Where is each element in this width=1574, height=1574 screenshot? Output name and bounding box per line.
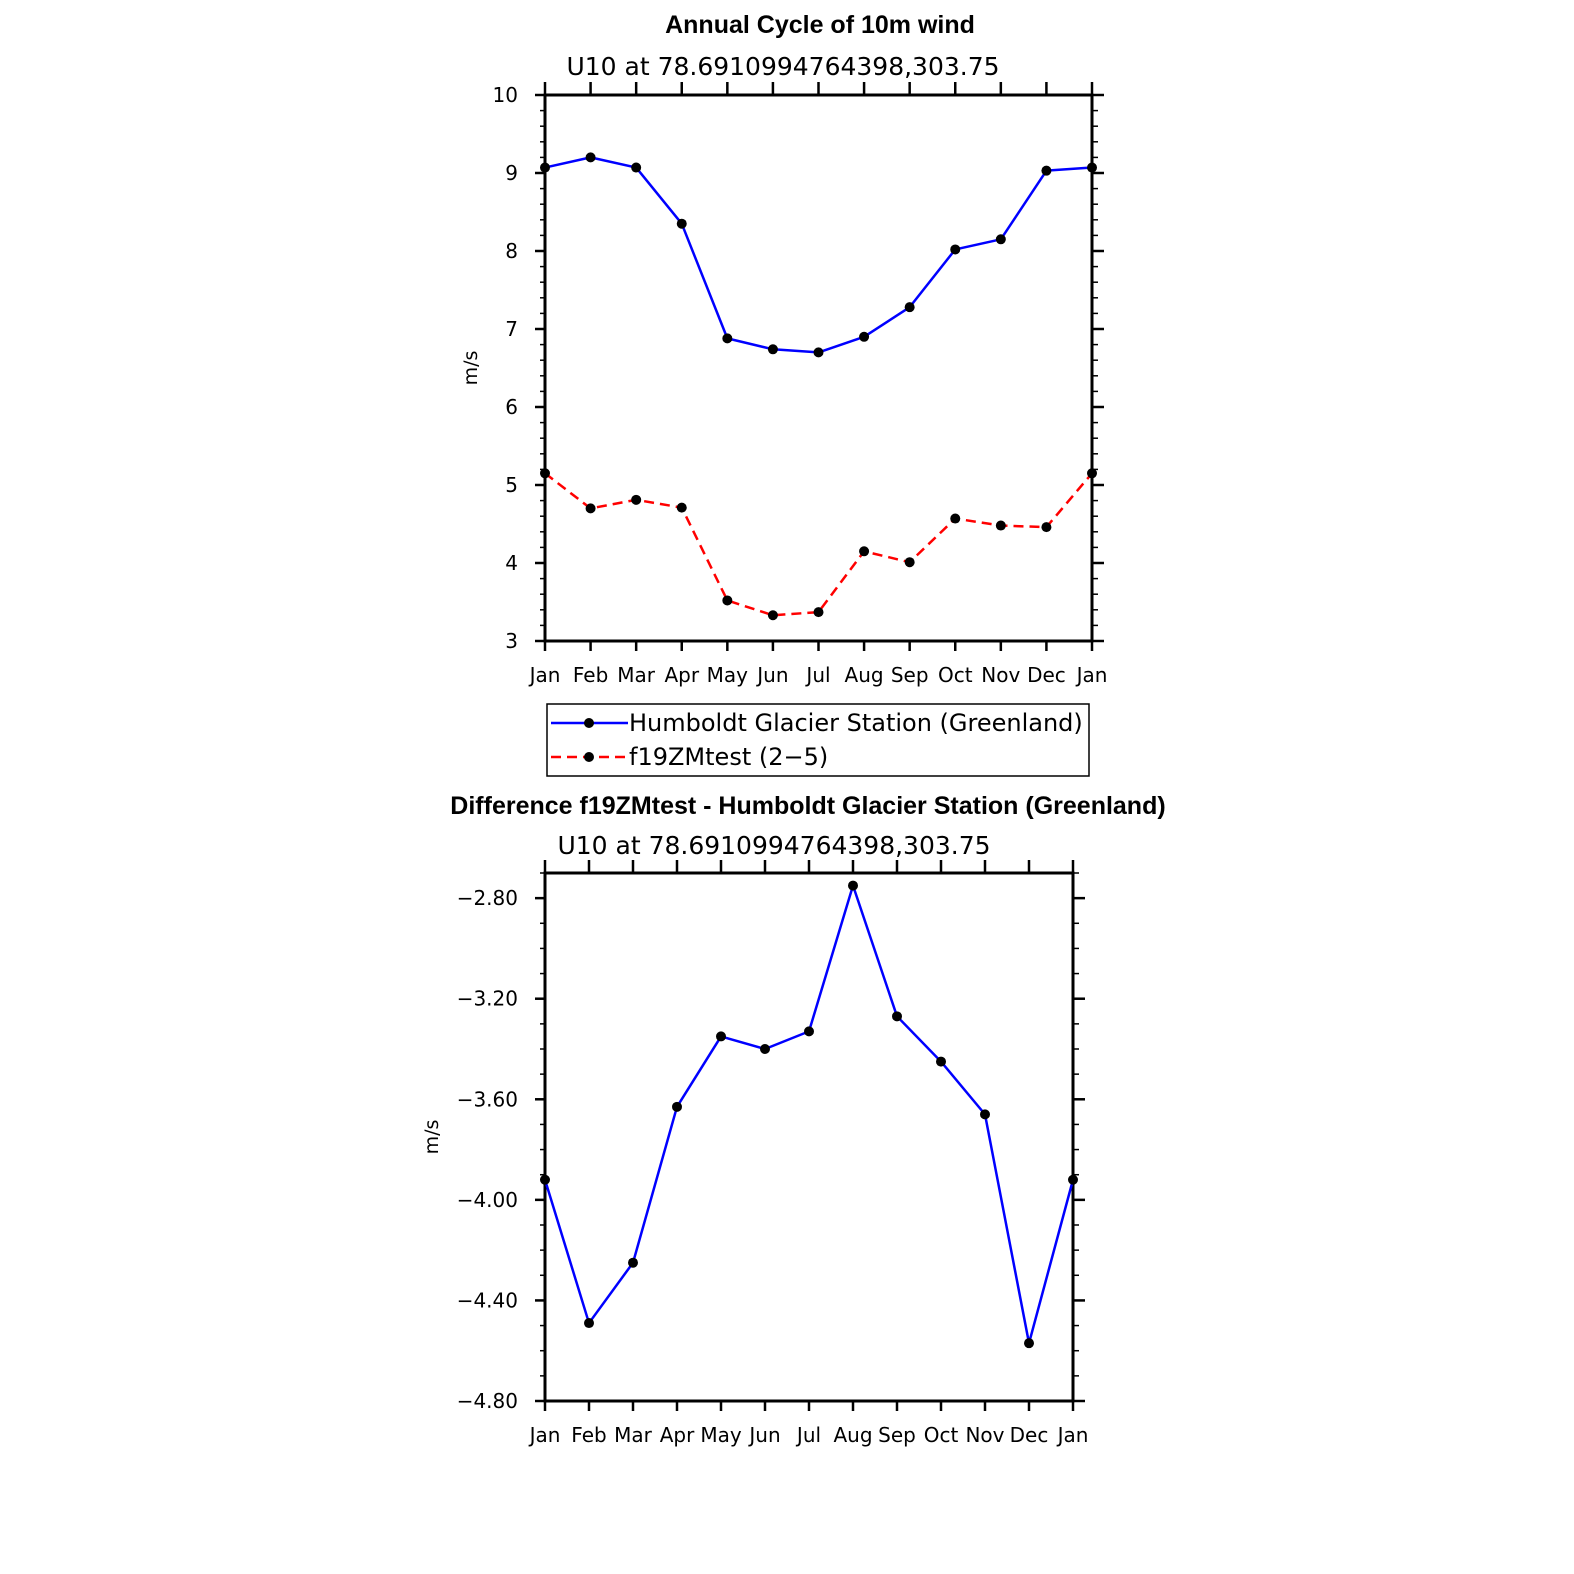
series-line-0 xyxy=(543,884,1075,1345)
series-0-point xyxy=(631,162,642,173)
x-tick-label: Jan xyxy=(528,1423,561,1447)
x-tick-label: Feb xyxy=(571,1423,606,1447)
x-tick-label: Oct xyxy=(938,663,973,687)
x-tick-label: Nov xyxy=(965,1423,1004,1447)
x-tick-label: Jan xyxy=(528,663,561,687)
series-0-point xyxy=(904,302,915,313)
legend-marker-f19zmtest xyxy=(584,752,594,762)
x-tick-label: May xyxy=(700,1423,742,1447)
series-0-point xyxy=(540,1174,550,1185)
y-tick-label: −2.80 xyxy=(457,886,518,910)
chart1-legend: Humboldt Glacier Station (Greenland) f19… xyxy=(546,703,1090,777)
legend-box xyxy=(546,703,1090,777)
series-line-0 xyxy=(544,156,1093,354)
x-tick-label: Feb xyxy=(573,663,608,687)
series-0-point xyxy=(585,152,596,163)
chart2-ylabel: m/s xyxy=(421,1120,443,1155)
series-1-point xyxy=(767,610,778,621)
series-1-point xyxy=(1087,468,1097,479)
series-0-point xyxy=(628,1257,638,1268)
chart2-subtitle: U10 at 78.6910994764398,303.75 xyxy=(557,831,990,860)
x-tick-label: Mar xyxy=(617,663,656,687)
series-0-point xyxy=(936,1056,946,1067)
y-tick-label: 10 xyxy=(493,83,518,107)
legend-label-f19zmtest: f19ZMtest (2−5) xyxy=(629,743,828,771)
x-tick-label: Sep xyxy=(891,663,929,687)
series-0-point xyxy=(760,1044,770,1054)
x-tick-label: Apr xyxy=(660,1423,695,1447)
series-0-point xyxy=(767,344,778,355)
series-1-point xyxy=(995,520,1006,531)
y-tick-label: −3.20 xyxy=(457,987,518,1011)
series-0-point xyxy=(995,234,1006,245)
series-0-point xyxy=(950,244,961,255)
x-tick-label: Dec xyxy=(1010,1423,1049,1447)
series-0-point xyxy=(813,347,824,358)
chart1-marks: Jan Feb Mar Apr May Jun Jul Aug Sep Oct Nov Dec Jan 3… xyxy=(493,82,1108,687)
y-tick-label: 4 xyxy=(505,551,518,575)
series-0-point xyxy=(1041,165,1052,176)
series-1-point xyxy=(813,607,824,618)
y-tick-label: 3 xyxy=(505,629,518,653)
series-0-point xyxy=(716,1031,726,1042)
x-tick-label: Jul xyxy=(804,663,830,687)
series-1-point xyxy=(676,502,687,513)
x-tick-label: Apr xyxy=(664,663,699,687)
x-tick-label: Jun xyxy=(747,1423,780,1447)
chart2-marks: Jan Feb Mar Apr May Jun Jul Aug Sep Oct Nov Dec Jan−… xyxy=(457,860,1089,1447)
x-tick-label: Mar xyxy=(614,1423,653,1447)
series-0-point xyxy=(892,1011,902,1022)
y-tick-label: −4.40 xyxy=(457,1288,518,1312)
series-1-point xyxy=(859,546,870,557)
x-tick-label: May xyxy=(707,663,749,687)
y-tick-label: 8 xyxy=(505,239,518,263)
chart2-title: Difference f19ZMtest - Humboldt Glacier … xyxy=(450,792,1165,820)
chart1-subtitle: U10 at 78.6910994764398,303.75 xyxy=(566,52,999,81)
y-tick-label: −4.00 xyxy=(457,1188,518,1212)
series-0-point xyxy=(676,218,687,229)
x-tick-label: Dec xyxy=(1027,663,1066,687)
x-tick-label: Nov xyxy=(981,663,1020,687)
series-0-point xyxy=(848,880,858,891)
y-tick-label: −4.80 xyxy=(457,1389,518,1413)
series-0-point xyxy=(1087,162,1097,173)
series-0-point xyxy=(540,162,550,173)
x-tick-label: Jan xyxy=(1056,1423,1089,1447)
series-1-point xyxy=(722,595,733,606)
series-0-point xyxy=(980,1109,990,1120)
chart1-ylabel: m/s xyxy=(460,351,482,386)
series-1-point xyxy=(585,503,596,514)
x-tick-label: Sep xyxy=(878,1423,916,1447)
series-1-point xyxy=(904,557,915,568)
series-0-point xyxy=(804,1026,814,1037)
x-tick-label: Jun xyxy=(755,663,788,687)
y-tick-label: −3.60 xyxy=(457,1087,518,1111)
x-tick-label: Jan xyxy=(1075,663,1108,687)
chart2-plot-frame xyxy=(543,871,1075,1403)
x-tick-label: Oct xyxy=(924,1423,959,1447)
chart1-title: Annual Cycle of 10m wind xyxy=(665,11,975,39)
legend-marker-humboldt xyxy=(584,718,594,728)
series-1-point xyxy=(1041,522,1052,533)
series-0-point xyxy=(859,331,870,342)
series-0-point xyxy=(584,1318,594,1329)
y-tick-label: 9 xyxy=(505,161,518,185)
series-0-point xyxy=(1024,1338,1034,1349)
series-0-point xyxy=(722,333,733,344)
x-tick-label: Aug xyxy=(833,1423,872,1447)
series-0-point xyxy=(1068,1174,1078,1185)
x-tick-label: Aug xyxy=(845,663,884,687)
series-0-point xyxy=(672,1101,682,1112)
chart1-plot-frame xyxy=(543,93,1094,643)
series-1-point xyxy=(950,513,961,524)
y-tick-label: 6 xyxy=(505,395,518,419)
y-tick-label: 7 xyxy=(505,317,518,341)
series-1-point xyxy=(631,494,642,505)
series-line-1 xyxy=(544,472,1093,617)
legend-label-humboldt: Humboldt Glacier Station (Greenland) xyxy=(629,709,1083,737)
series-1-point xyxy=(540,468,550,479)
x-tick-label: Jul xyxy=(795,1423,821,1447)
y-tick-label: 5 xyxy=(505,473,518,497)
